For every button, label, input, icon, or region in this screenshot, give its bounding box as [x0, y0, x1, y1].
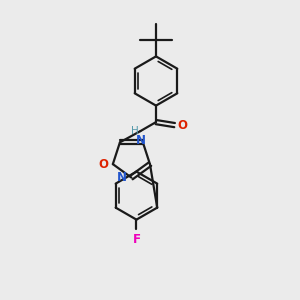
Text: H: H — [130, 125, 138, 136]
Text: O: O — [99, 158, 109, 171]
Text: N: N — [135, 134, 146, 147]
Text: N: N — [117, 171, 127, 184]
Text: F: F — [132, 233, 140, 246]
Text: O: O — [177, 118, 187, 132]
